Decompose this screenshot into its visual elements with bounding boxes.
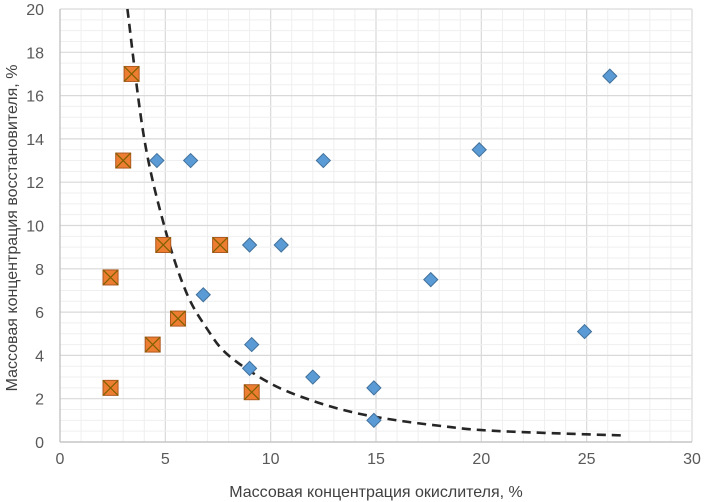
square-point [155,236,172,253]
y-tick-label: 20 [26,2,44,19]
y-tick-label: 18 [26,45,44,62]
y-tick-label: 14 [26,132,44,149]
y-tick-label: 0 [35,435,44,452]
square-point [144,336,161,353]
diamond-point [195,287,211,303]
square-cross [144,336,161,353]
square-point [102,269,119,286]
x-tick-label: 30 [683,451,701,468]
diamond-point [149,152,165,169]
square-cross [212,237,229,253]
square-cross [170,310,186,327]
diamond-point [576,323,593,340]
boundary-curve-group [126,8,625,437]
x-axis-title: Массовая концентрация окислителя, % [229,484,523,501]
gridlines [59,8,693,443]
y-tick-label: 4 [35,348,44,365]
diamond-point [241,237,258,253]
square-point [115,152,132,169]
y-tick-label: 2 [35,392,44,409]
y-tick-label: 8 [35,262,44,279]
diamond-point [423,271,439,288]
diamond-point [182,152,199,169]
diamond-point [471,142,487,158]
y-axis-title: Массовая концентрация восстановителя, % [4,65,21,392]
y-tick-label: 10 [26,219,44,236]
diamond-point [366,412,382,429]
y-tick-label: 16 [26,89,44,106]
x-axis-ticks: 0 5 10 15 20 25 30 [56,451,701,468]
diamond-point [366,380,382,396]
diamond-point [602,68,618,84]
square-cross [102,269,119,286]
y-tick-label: 6 [35,305,44,322]
diamond-point [243,336,260,353]
y-tick-label: 12 [26,175,44,192]
x-tick-label: 15 [367,451,385,468]
y-axis-ticks: 0 2 4 6 8 10 12 14 16 18 20 [26,2,44,452]
square-point [123,65,140,82]
x-tick-label: 10 [262,451,280,468]
square-cross [102,379,119,396]
x-tick-label: 25 [578,451,596,468]
square-point [243,384,260,401]
square-point [102,379,119,396]
data-points [102,65,618,429]
x-tick-label: 0 [56,451,65,468]
square-point [169,310,186,327]
square-cross [155,237,172,253]
diamond-point [241,360,258,377]
boundary-curve [126,8,625,437]
square-cross [123,66,140,82]
diamond-point [305,369,321,385]
square-cross [243,384,260,401]
diamond-point [273,237,289,253]
diamond-point [315,152,332,169]
x-tick-label: 5 [161,451,170,468]
square-cross [115,152,132,169]
square-point [212,236,229,253]
x-tick-label: 20 [472,451,490,468]
